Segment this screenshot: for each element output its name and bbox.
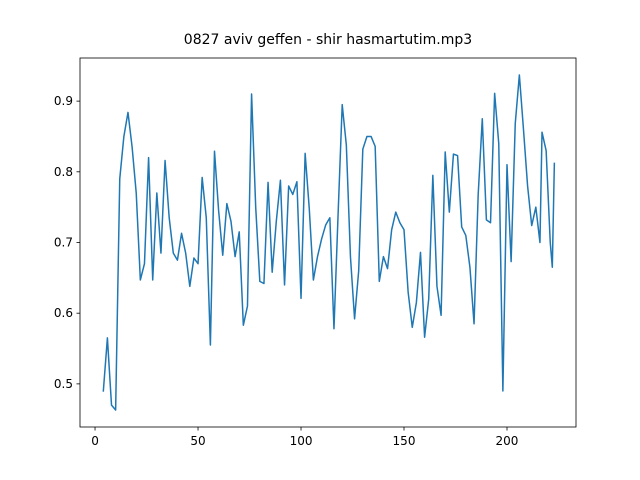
y-tick-label: 0.9 [54,94,73,108]
x-tick-label: 200 [496,434,519,448]
y-tick-label: 0.7 [54,236,73,250]
x-tick-label: 100 [290,434,313,448]
x-tick-label: 0 [91,434,99,448]
x-tick-label: 50 [190,434,205,448]
plot-frame [79,57,577,428]
chart-title: 0827 aviv geffen - shir hasmartutim.mp3 [184,32,472,48]
y-tick-label: 0.6 [54,306,73,320]
x-tick-label: 150 [393,434,416,448]
y-tick-label: 0.8 [54,165,73,179]
y-tick-label: 0.5 [54,377,73,391]
line-series [102,74,556,411]
